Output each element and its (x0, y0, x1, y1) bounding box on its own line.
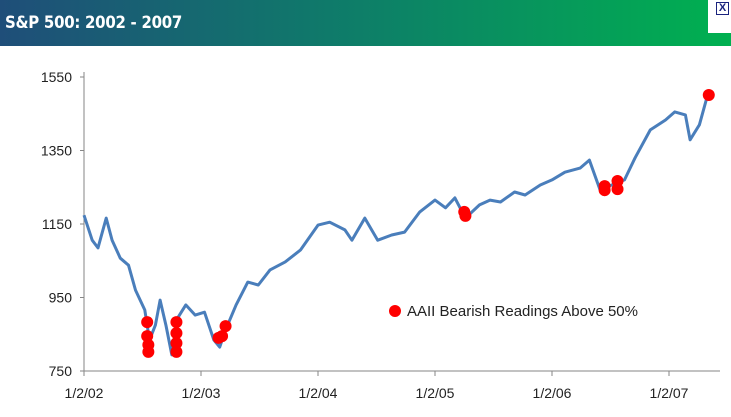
y-tick-label: 750 (49, 363, 73, 379)
bearish-reading-dot (216, 330, 229, 343)
bearish-reading-dot (170, 337, 183, 350)
bearish-reading-dot (219, 320, 232, 333)
bearish-reading-dot (170, 327, 183, 340)
x-tick-label: 1/2/05 (416, 385, 455, 401)
close-area: X (708, 0, 731, 33)
bearish-reading-dot (702, 89, 715, 102)
chart-title: S&P 500: 2002 - 2007 (5, 13, 183, 33)
y-tick-label: 1350 (41, 143, 72, 159)
legend-marker (389, 305, 401, 317)
bearish-reading-dot (598, 184, 611, 197)
bearish-reading-dot (141, 330, 154, 343)
legend-label: AAII Bearish Readings Above 50% (407, 303, 638, 320)
x-tick-label: 1/2/06 (533, 385, 572, 401)
close-icon[interactable]: X (716, 2, 729, 15)
bearish-reading-dot (170, 345, 183, 358)
y-tick-label: 1550 (41, 69, 72, 85)
bearish-reading-dot (459, 209, 472, 222)
bearish-reading-dot (611, 183, 624, 196)
x-tick-label: 1/2/04 (299, 385, 338, 401)
bearish-reading-dot (142, 345, 155, 358)
legend: AAII Bearish Readings Above 50% (389, 303, 638, 320)
y-tick-label: 1150 (42, 216, 72, 232)
x-tick-label: 1/2/02 (65, 385, 104, 401)
x-tick-label: 1/2/07 (650, 385, 689, 401)
chart-header: S&P 500: 2002 - 2007 (0, 0, 731, 46)
x-tick-label: 1/2/03 (182, 385, 221, 401)
bearish-reading-dot (141, 316, 154, 329)
bearish-reading-dot (170, 316, 183, 329)
y-tick-label: 950 (49, 290, 73, 306)
